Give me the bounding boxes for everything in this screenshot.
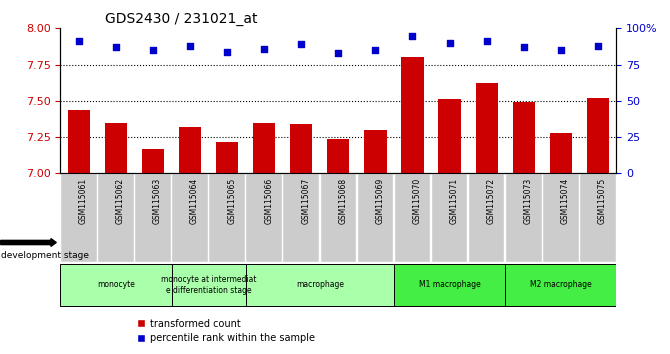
Point (481, 39, 492, 44)
Bar (60, 264, 172, 306)
Text: GSM115062: GSM115062 (116, 178, 125, 224)
Text: GSM115074: GSM115074 (561, 178, 570, 224)
Bar (431, 173, 468, 262)
Text: M1 macrophage: M1 macrophage (419, 280, 480, 290)
Text: development stage: development stage (1, 251, 88, 260)
Point (555, 47, 566, 53)
Text: GSM115075: GSM115075 (598, 178, 607, 224)
Bar (394, 264, 505, 306)
Text: GSM115065: GSM115065 (227, 178, 236, 224)
Text: monocyte: monocyte (97, 280, 135, 290)
Bar (505, 264, 616, 306)
Point (407, 33, 418, 39)
Bar (172, 264, 246, 306)
Text: GSM115063: GSM115063 (153, 178, 162, 224)
Bar (179, 127, 201, 173)
Text: GSM115067: GSM115067 (302, 178, 310, 224)
Point (185, 43, 196, 48)
Point (111, 44, 121, 50)
Bar (358, 173, 393, 262)
Bar (395, 173, 430, 262)
Bar (327, 139, 350, 173)
Bar (98, 173, 134, 262)
Bar (68, 110, 90, 173)
Bar (283, 173, 319, 262)
Text: GSM115061: GSM115061 (79, 178, 88, 224)
Point (296, 41, 307, 47)
Point (74, 39, 84, 44)
Bar (135, 173, 171, 262)
Point (333, 50, 344, 56)
Text: M2 macrophage: M2 macrophage (530, 280, 592, 290)
Text: GSM115071: GSM115071 (450, 178, 458, 224)
Bar (549, 133, 572, 173)
Point (592, 43, 603, 48)
Bar (246, 264, 394, 306)
Bar (142, 149, 164, 173)
Bar (172, 173, 208, 262)
Bar (438, 99, 461, 173)
Text: macrophage: macrophage (296, 280, 344, 290)
Bar (587, 98, 609, 173)
Point (259, 46, 269, 51)
Text: GDS2430 / 231021_at: GDS2430 / 231021_at (105, 12, 257, 26)
Bar (105, 123, 127, 173)
Bar (469, 173, 505, 262)
Text: GSM115066: GSM115066 (264, 178, 273, 224)
Text: GSM115072: GSM115072 (486, 178, 496, 224)
Point (147, 47, 158, 53)
Point (444, 40, 455, 46)
Bar (216, 142, 239, 173)
Text: GSM115068: GSM115068 (338, 178, 347, 224)
Point (222, 49, 232, 55)
Bar (61, 173, 96, 262)
Bar (476, 84, 498, 173)
Bar (320, 173, 356, 262)
Bar (247, 173, 282, 262)
Bar (580, 173, 616, 262)
Point (370, 47, 381, 53)
Text: GSM115069: GSM115069 (375, 178, 385, 224)
Point (519, 44, 529, 50)
Bar (513, 102, 535, 173)
Text: GSM115073: GSM115073 (524, 178, 533, 224)
Text: GSM115064: GSM115064 (190, 178, 199, 224)
Bar (364, 130, 387, 173)
Legend: transformed count, percentile rank within the sample: transformed count, percentile rank withi… (132, 315, 319, 347)
Bar (253, 123, 275, 173)
Text: monocyte at intermediat
e differentiation stage: monocyte at intermediat e differentiatio… (161, 275, 257, 295)
Bar (506, 173, 541, 262)
Bar (401, 57, 423, 173)
Bar (543, 173, 579, 262)
Text: GSM115070: GSM115070 (413, 178, 421, 224)
Bar (290, 124, 312, 173)
Bar (209, 173, 245, 262)
